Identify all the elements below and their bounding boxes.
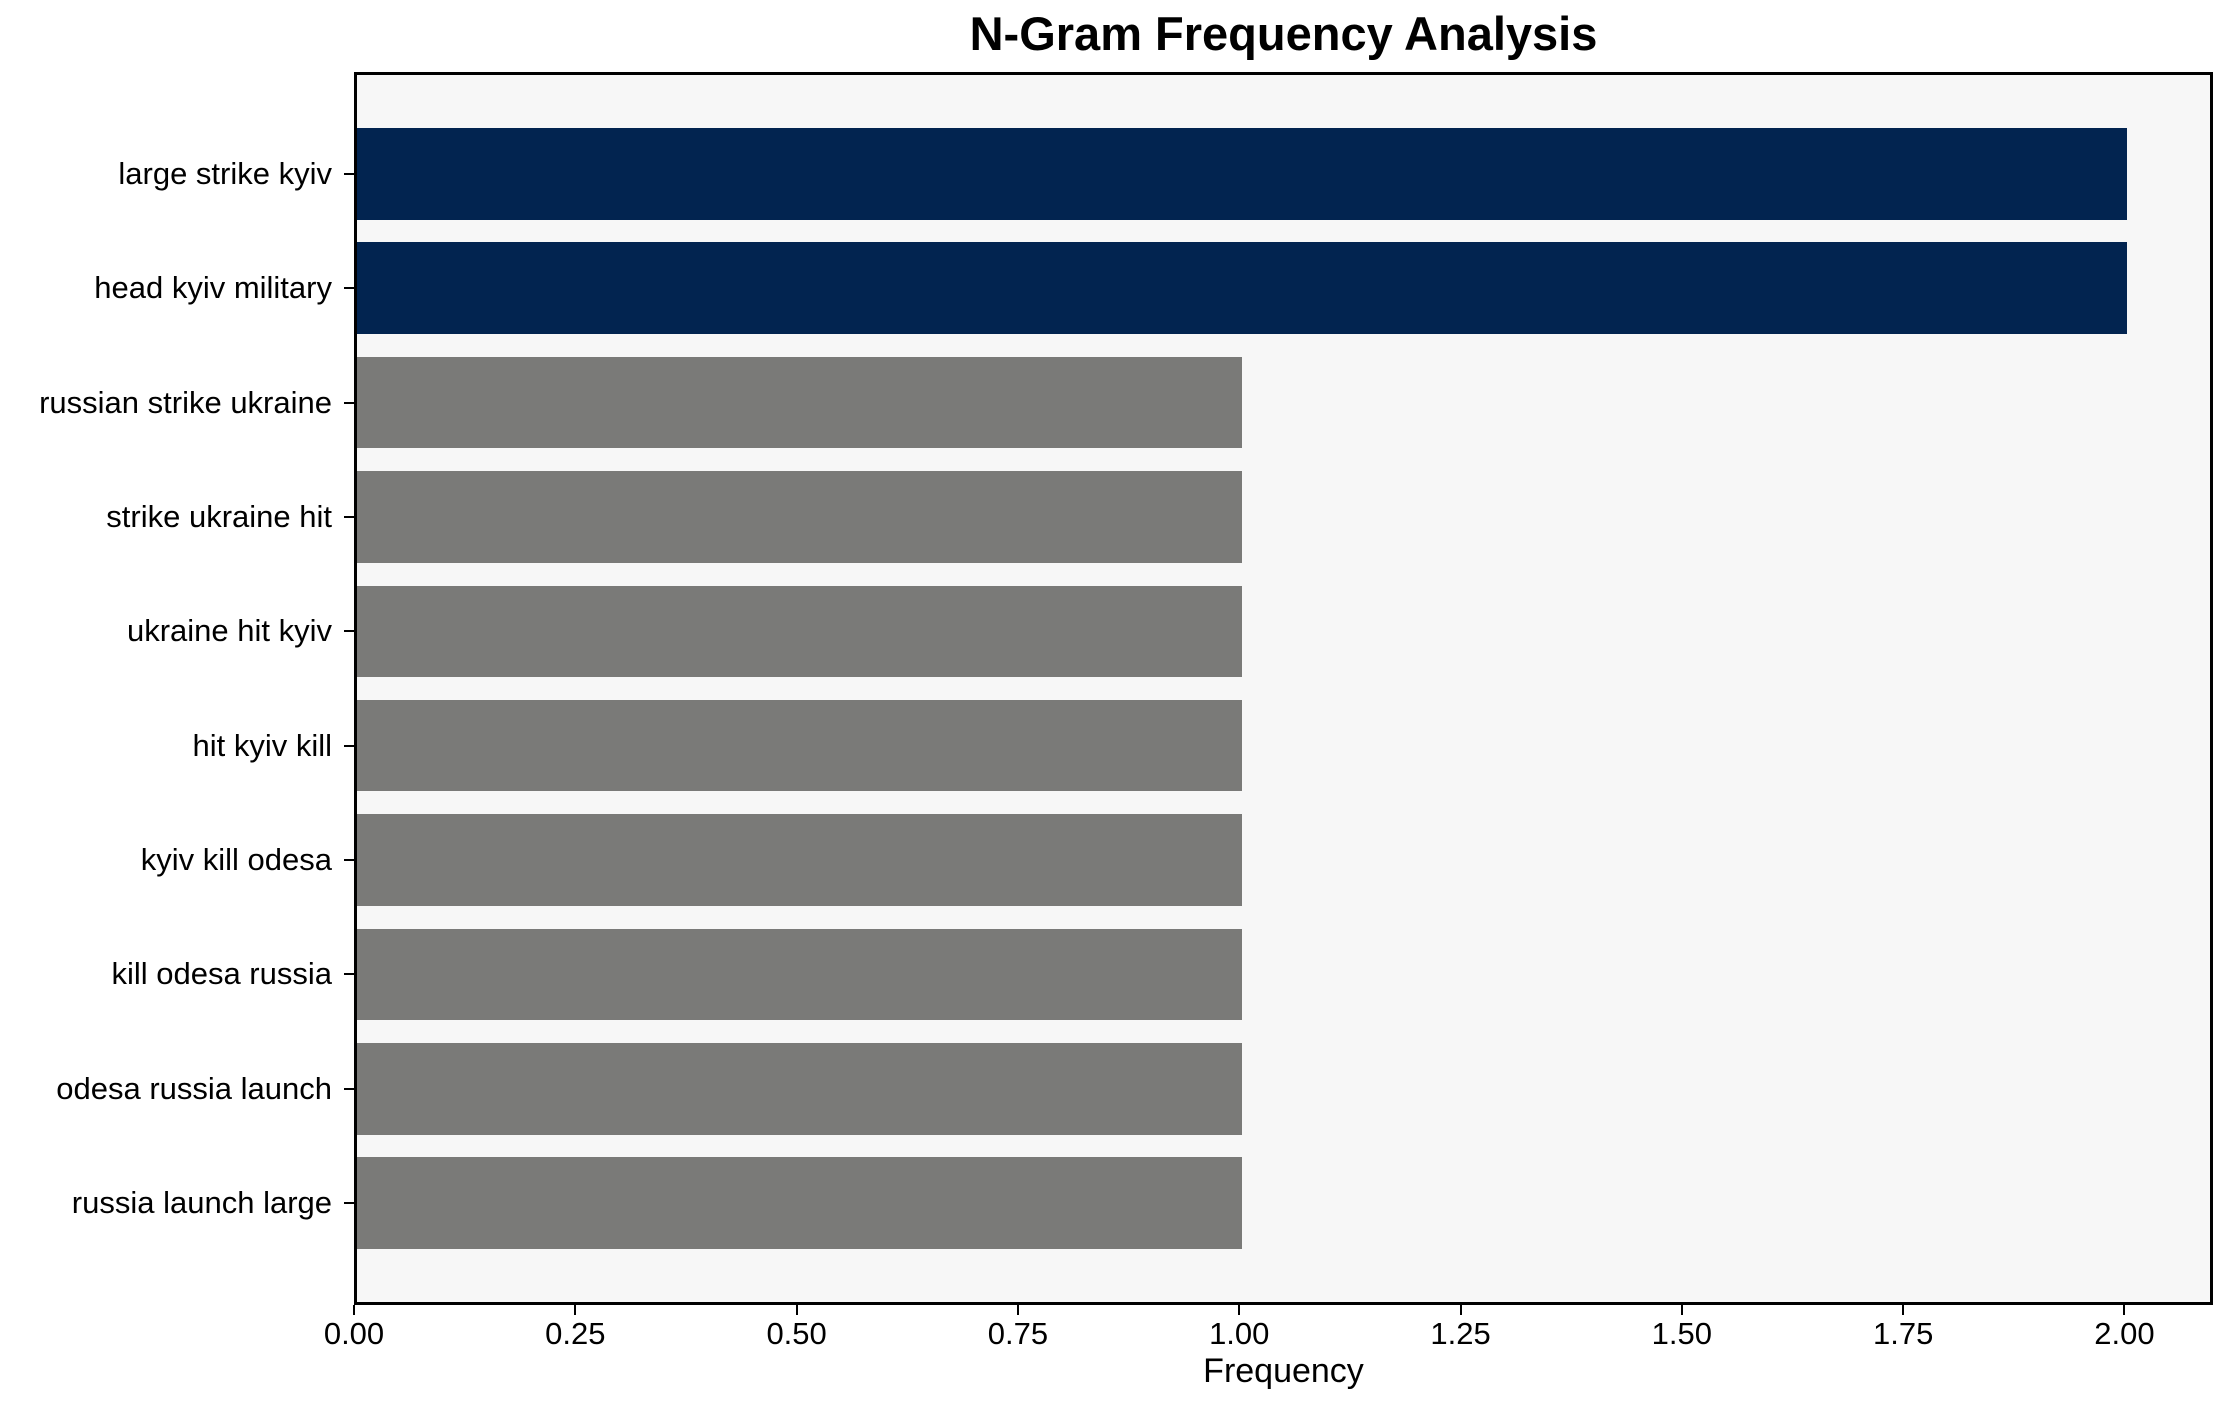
y-tick-label: strike ukraine hit [106, 498, 332, 534]
x-tick-mark [353, 1305, 355, 1315]
bar-strike-ukraine-hit [357, 471, 1243, 563]
y-tick-mark [344, 401, 354, 404]
plot-area [354, 72, 2213, 1305]
bar-russian-strike-ukraine [357, 356, 1243, 449]
x-tick-label: 0.75 [987, 1316, 1049, 1351]
y-tick-mark [344, 287, 354, 290]
bar-large-strike-kyiv [357, 128, 2128, 220]
x-tick-mark [795, 1305, 798, 1315]
y-tick-label: kyiv kill odesa [140, 842, 332, 878]
x-tick-label: 0.25 [545, 1316, 606, 1351]
y-tick-label: head kyiv military [94, 270, 332, 306]
x-tick-mark [1680, 1305, 1683, 1315]
y-tick-mark [344, 744, 354, 747]
x-tick-mark [2123, 1305, 2126, 1315]
x-tick-label: 1.50 [1651, 1316, 1713, 1351]
x-tick-label: 1.00 [1209, 1316, 1270, 1351]
y-tick-mark [344, 515, 354, 518]
x-tick-mark [1459, 1305, 1462, 1315]
y-tick-label: russia launch large [71, 1185, 332, 1221]
bar-odesa-russia-launch [357, 1043, 1243, 1135]
bar-kill-odesa-russia [357, 928, 1243, 1021]
y-tick-label: ukraine hit kyiv [126, 613, 332, 649]
x-tick-label: 1.75 [1872, 1316, 1934, 1351]
x-tick-mark [1016, 1305, 1019, 1315]
y-tick-mark [344, 1202, 354, 1205]
x-tick-mark [1238, 1305, 1241, 1315]
x-axis-label: Frequency [1203, 1352, 1364, 1390]
y-tick-label: hit kyiv kill [192, 727, 332, 763]
y-tick-mark [344, 859, 354, 862]
x-tick-label: 0.00 [323, 1316, 385, 1351]
bar-ukraine-hit-kyiv [357, 585, 1243, 678]
y-tick-label: odesa russia launch [56, 1070, 332, 1106]
x-tick-label: 0.50 [766, 1316, 827, 1351]
y-tick-label: kill odesa russia [111, 956, 332, 992]
bar-head-kyiv-military [357, 242, 2128, 334]
y-tick-mark [344, 172, 354, 175]
y-tick-label: russian strike ukraine [39, 384, 332, 420]
x-tick-mark [574, 1305, 577, 1315]
y-tick-label: large strike kyiv [118, 155, 332, 191]
y-tick-mark [344, 1087, 354, 1090]
y-tick-mark [344, 973, 354, 976]
x-tick-mark [1902, 1305, 1905, 1315]
bar-hit-kyiv-kill [357, 699, 1243, 792]
chart-title: N-Gram Frequency Analysis [969, 7, 1598, 60]
x-tick-label: 1.25 [1430, 1316, 1491, 1351]
x-tick-label: 2.00 [2094, 1316, 2155, 1351]
bar-russia-launch-large [357, 1157, 1243, 1249]
y-tick-mark [344, 630, 354, 633]
bar-kyiv-kill-odesa [357, 814, 1243, 906]
